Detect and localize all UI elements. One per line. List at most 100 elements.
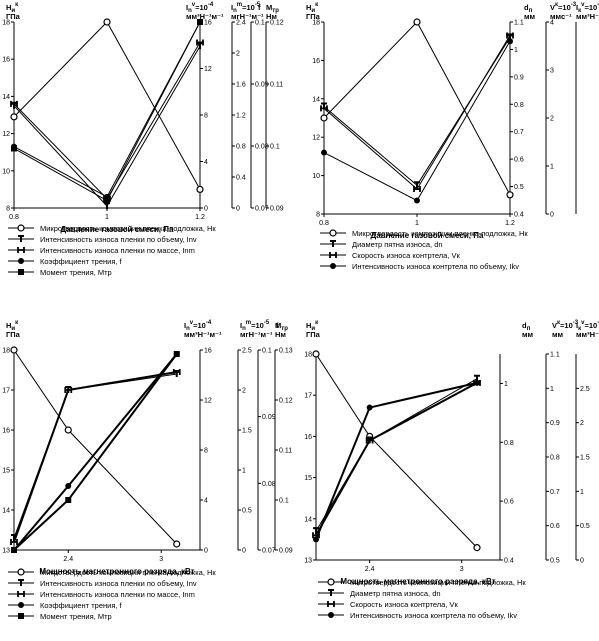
chart-2-y-tick-label-0: 8 (316, 212, 320, 219)
chart-1-y-tick-label-0: 8 (6, 206, 10, 213)
chart-2-y-tick-label-5: 18 (312, 20, 320, 27)
chart-panel-4: 2.4 3 Мощность магнетронного разряда, кВт 1… (300, 318, 599, 636)
chart-3-series-0-point-0 (10, 346, 18, 354)
chart-1-series-2-point-0 (10, 100, 18, 107)
chart-3-x-title: Мощность магнетронного разряда, кВт (39, 567, 194, 576)
chart-1-axis-2-tick-label-3: 0.1 (255, 20, 265, 27)
chart-1-axis-0-title: In​v​=10-4​ (186, 2, 214, 14)
chart-2-x-tick-label-1: 1 (415, 220, 419, 227)
chart-3-axis-0-tick-label-4: 16 (204, 348, 212, 355)
chart-3-axis-3-tick-label-1: 0.1 (279, 498, 289, 505)
chart-svg-4: 2.4 3 Мощность магнетронного разряда, кВт 1… (304, 320, 599, 620)
chart-4-axis-2-tick-label-4: 2 (580, 420, 584, 427)
chart-1-x-tick-label-2: 1.2 (195, 214, 205, 221)
chart-2-legend-3-swatch-marker (330, 263, 336, 269)
chart-3-legend-0-swatch-marker (17, 568, 25, 576)
chart-4-axis-2-tick-label-1: 0.5 (580, 523, 590, 530)
chart-2-axis-0-tick-label-0: 0.4 (514, 212, 524, 219)
chart-1-y-tick-label-1: 10 (2, 168, 10, 175)
chart-4-series-3-point-1 (366, 404, 373, 411)
chart-4-legend-3-label: Интенсивность износа контртела по объему… (350, 611, 517, 620)
chart-1-legend-0-label: Микротвердость композиции пленка-подложк… (40, 224, 216, 233)
chart-1-y-title: Hи​к​ (6, 2, 18, 14)
chart-2-axis-1-tick-label-4: 4 (550, 20, 554, 27)
chart-3-legend-3-swatch-marker (18, 602, 24, 608)
chart-1-series-1-line (13, 45, 201, 207)
chart-2-axis-1-tick-label-2: 2 (550, 116, 554, 123)
chart-2-x-title: Давление газовой смеси, Па (371, 231, 484, 240)
chart-2-series-0-point-1 (413, 18, 421, 26)
chart-1-axis-3-tick-label-0: 0.09 (270, 206, 284, 213)
chart-1-series-0-point-1 (103, 18, 111, 26)
chart-3-series-0-point-1 (64, 426, 72, 434)
chart-3-axis-0-tick-label-0: 0 (204, 548, 208, 555)
chart-4-axis-1-title-unit: мм (552, 330, 564, 339)
chart-1-axis-2-title: f (258, 3, 261, 12)
chart-4-series-1-point-0 (313, 527, 319, 535)
chart-1-series-4-line (13, 21, 201, 202)
chart-4-axis-1-tick-label-0: 0.5 (550, 558, 560, 565)
chart-3-series-4-point-0 (11, 547, 17, 553)
chart-4-axis-0-tick-label-3: 1 (504, 381, 508, 388)
chart-3-x-tick-label-1: 3 (159, 556, 163, 563)
chart-2-x-tick-label-2: 1.2 (505, 220, 515, 227)
chart-4-y-tick-label-2: 15 (304, 475, 312, 482)
chart-2-axis-0-tick-label-3: 0.7 (514, 129, 524, 136)
chart-1-axis-3-tick-label-2: 0.11 (270, 82, 283, 89)
chart-1-axis-0-tick-label-0: 0 (204, 206, 208, 213)
chart-3-y-title: Hи​к​ (6, 320, 18, 332)
chart-1-series-4-point-0 (11, 145, 17, 152)
chart-3-axis-0-title: In​v​=10-4​ (184, 320, 212, 332)
chart-3-axis-3-tick-label-4: 0.13 (279, 348, 293, 355)
chart-4-axis-1-tick-label-5: 1 (550, 386, 554, 393)
chart-4-legend-1-label: Диаметр пятна износа, dn (350, 589, 441, 598)
chart-3-series-0-line (13, 349, 178, 545)
chart-1-y-tick-label-3: 14 (2, 94, 10, 101)
chart-1-series-0-point-2 (196, 185, 204, 193)
chart-3-series-4-point-1 (65, 497, 72, 503)
chart-2-axis-0-title: dп​ (524, 3, 533, 14)
chart-3-legend-3-label: Коэффициент трения, f (40, 601, 123, 610)
chart-3-axis-2-title: f (276, 321, 279, 330)
chart-4-x-tick-label-0: 2.4 (365, 566, 375, 573)
chart-panel-1: 0.8 1 1.2 Давление газовой смеси, Па 8 10 12 14… (0, 0, 300, 300)
chart-svg-1: 0.8 1 1.2 Давление газовой смеси, Па 8 10 12 14… (2, 2, 284, 277)
chart-1-axis-1-tick-label-6: 2.4 (236, 20, 246, 27)
chart-1-axis-1-title: In​m​=10-5​ (231, 2, 261, 14)
chart-1-axis-1-tick-label-5: 2 (236, 51, 240, 58)
chart-1-axis-0-tick-label-3: 12 (204, 66, 212, 73)
chart-2-axis-0-tick-label-7: 1.1 (514, 20, 524, 27)
chart-1-y-tick-label-5: 18 (2, 20, 10, 27)
chart-4-series-2-point-1 (365, 437, 374, 444)
chart-2-series-3-point-1 (414, 197, 420, 204)
chart-1-axis-2-tick-label-0: 0.07 (255, 206, 269, 213)
chart-2-series-0-point-2 (506, 191, 514, 199)
chart-3-axis-2-tick-label-0: 0.07 (262, 548, 276, 555)
chart-2-series-2-line (323, 35, 511, 190)
chart-3-legend-4-swatch-marker (18, 613, 24, 619)
chart-4-axis-2-title-unit: мм³Н⁻¹м⁻¹ (576, 330, 599, 339)
chart-4-legend-2-swatch-marker (327, 601, 335, 607)
chart-1-series-4-point-1 (104, 197, 110, 204)
chart-4-axis-1-tick-label-3: 0.8 (550, 455, 560, 462)
chart-4-axis-2-tick-label-5: 2.5 (580, 386, 590, 393)
chart-3-series-2-point-1 (64, 387, 73, 393)
chart-4-y-title: Hи​к​ (306, 320, 318, 332)
chart-3-axis-1-tick-label-5: 2.5 (242, 348, 252, 355)
chart-2-axis-1-title: Vк​=10-3​ (550, 2, 577, 12)
chart-1-legend-2-swatch-marker (17, 247, 25, 253)
chart-3-y-tick-label-1: 14 (2, 508, 10, 515)
chart-1-y-tick-label-4: 16 (2, 57, 10, 64)
chart-2-axis-2-title: Iк​v​=10-8​ (576, 2, 599, 14)
chart-1-legend-2-label: Интенсивность износа пленки по массе, In… (40, 246, 195, 255)
chart-3-axis-3-tick-label-0: 0.09 (279, 548, 293, 555)
chart-3-axis-1-tick-label-1: 0.5 (242, 508, 252, 515)
chart-3-axis-3-title: Mтр​ (275, 321, 288, 332)
chart-4-axis-2-tick-label-3: 1.5 (580, 455, 590, 462)
chart-3-axis-1-tick-label-0: 0 (242, 548, 246, 555)
chart-3-series-3-point-1 (65, 483, 72, 489)
chart-2-y-tick-label-2: 12 (312, 135, 320, 142)
chart-4-axis-1-tick-label-1: 0.6 (550, 523, 560, 530)
chart-3-axis-1-tick-label-3: 1.5 (242, 428, 252, 435)
chart-4-legend-0-label: Микротвердость композиции пленка-подложк… (350, 578, 526, 587)
